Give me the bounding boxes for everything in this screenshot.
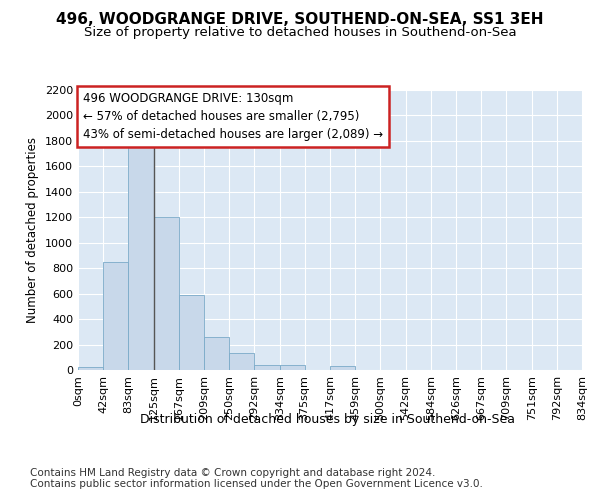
Text: 496, WOODGRANGE DRIVE, SOUTHEND-ON-SEA, SS1 3EH: 496, WOODGRANGE DRIVE, SOUTHEND-ON-SEA, …: [56, 12, 544, 28]
Text: Distribution of detached houses by size in Southend-on-Sea: Distribution of detached houses by size …: [139, 412, 515, 426]
Bar: [205, 337, 229, 370]
Text: Contains HM Land Registry data © Crown copyright and database right 2024.: Contains HM Land Registry data © Crown c…: [30, 468, 436, 477]
Bar: [179, 295, 205, 370]
Y-axis label: Number of detached properties: Number of detached properties: [26, 137, 40, 323]
Text: Size of property relative to detached houses in Southend-on-Sea: Size of property relative to detached ho…: [83, 26, 517, 39]
Bar: [280, 365, 305, 370]
Bar: [103, 262, 128, 370]
Bar: [330, 366, 355, 370]
Bar: [78, 367, 103, 370]
Bar: [128, 141, 154, 370]
Bar: [254, 365, 280, 370]
Text: Contains public sector information licensed under the Open Government Licence v3: Contains public sector information licen…: [30, 479, 483, 489]
Bar: [154, 218, 179, 370]
Bar: [229, 354, 254, 370]
Text: 496 WOODGRANGE DRIVE: 130sqm
← 57% of detached houses are smaller (2,795)
43% of: 496 WOODGRANGE DRIVE: 130sqm ← 57% of de…: [83, 92, 383, 141]
